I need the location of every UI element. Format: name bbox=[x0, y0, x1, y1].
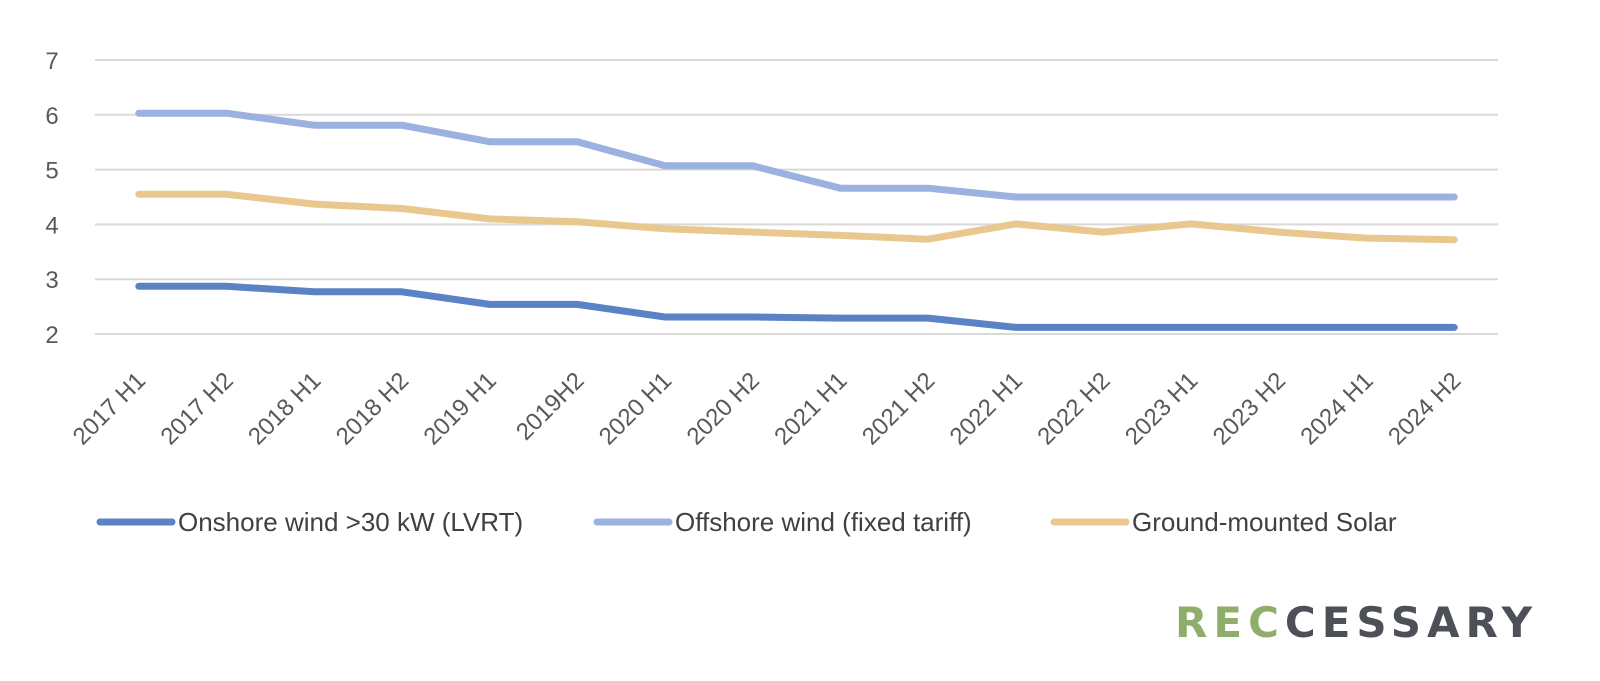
legend-label-3: Ground-mounted Solar bbox=[1132, 507, 1397, 537]
logo-part-cessary: CESSARY bbox=[1284, 598, 1538, 647]
x-tick-label: 2019H2 bbox=[511, 367, 590, 446]
x-tick-label: 2024 H2 bbox=[1383, 367, 1466, 450]
x-tick-label: 2021 H2 bbox=[857, 367, 940, 450]
series-line-2 bbox=[135, 109, 1458, 201]
x-tick-label: 2022 H2 bbox=[1032, 367, 1115, 450]
y-tick-label: 4 bbox=[45, 212, 58, 239]
x-tick-label: 2023 H2 bbox=[1208, 367, 1291, 450]
x-tick-label: 2019 H1 bbox=[419, 367, 502, 450]
y-tick-label: 3 bbox=[45, 267, 58, 294]
x-tick-label: 2024 H1 bbox=[1295, 367, 1378, 450]
x-tick-label: 2023 H1 bbox=[1120, 367, 1203, 450]
x-tick-label: 2018 H2 bbox=[331, 367, 414, 450]
series-line-3 bbox=[135, 190, 1458, 244]
x-tick-label: 2017 H2 bbox=[156, 367, 239, 450]
x-axis-tick-labels: 2017 H1 2017 H2 2018 H1 2018 H2 2019 H1 2019H… bbox=[68, 367, 1467, 450]
legend: Onshore wind >30 kW (LVRT) Offshore wind … bbox=[96, 507, 1397, 537]
x-tick-label: 2018 H1 bbox=[243, 367, 326, 450]
logo-part-rec: REC bbox=[1175, 598, 1285, 647]
gridlines bbox=[95, 59, 1498, 335]
y-axis-tick-labels: 2 3 4 5 6 7 bbox=[45, 48, 58, 349]
legend-label-1: Onshore wind >30 kW (LVRT) bbox=[178, 507, 523, 537]
y-tick-label: 6 bbox=[45, 103, 58, 130]
brand-logo: RECCESSARY bbox=[1175, 598, 1538, 647]
series-line-1 bbox=[135, 282, 1458, 331]
y-tick-label: 5 bbox=[45, 158, 58, 185]
series-lines bbox=[135, 109, 1458, 331]
x-tick-label: 2021 H1 bbox=[769, 367, 852, 450]
x-tick-label: 2020 H1 bbox=[594, 367, 677, 450]
y-tick-label: 2 bbox=[45, 322, 58, 349]
x-tick-label: 2022 H1 bbox=[945, 367, 1028, 450]
x-tick-label: 2017 H1 bbox=[68, 367, 151, 450]
legend-label-2: Offshore wind (fixed tariff) bbox=[675, 507, 972, 537]
y-tick-label: 7 bbox=[45, 48, 58, 75]
x-tick-label: 2020 H2 bbox=[682, 367, 765, 450]
